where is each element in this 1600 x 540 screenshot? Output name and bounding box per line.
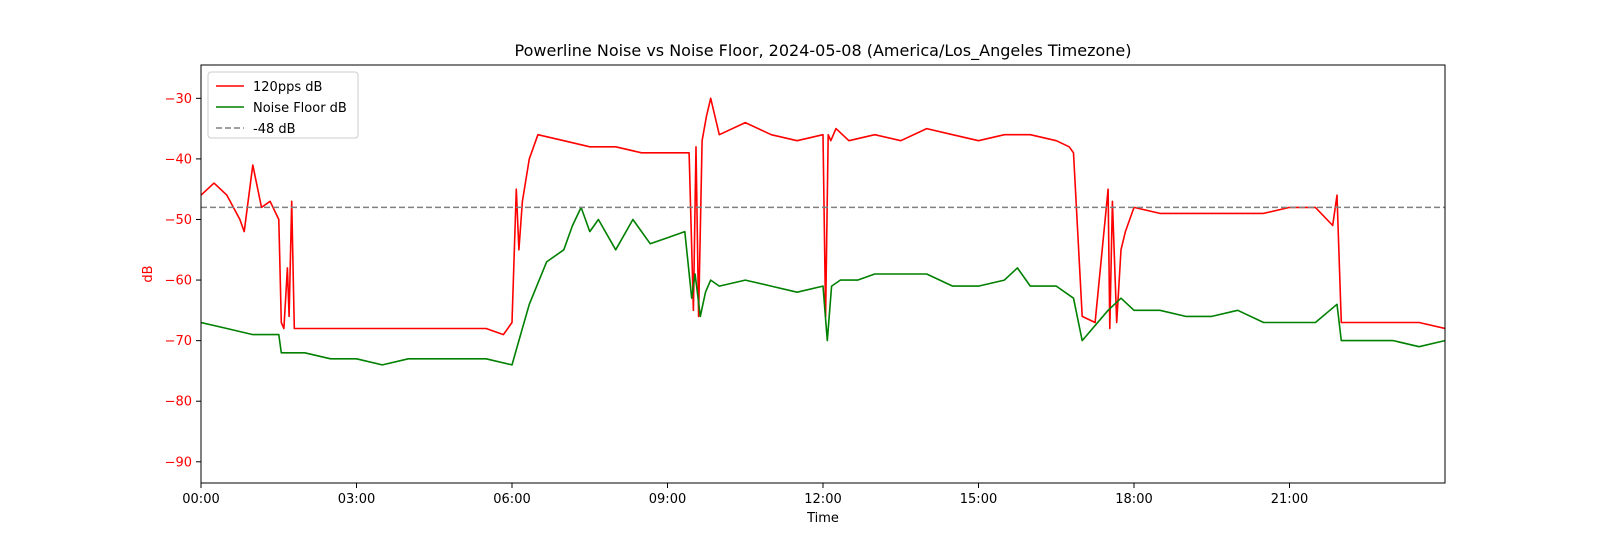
legend: 120pps dB Noise Floor dB -48 dB [207,71,359,139]
legend-entry: 120pps dB [253,80,322,95]
x-tick-label: 12:00 [804,492,841,507]
y-tick-label: −60 [165,274,192,289]
x-tick-label: 00:00 [182,492,219,507]
x-axis: 00:00 03:00 06:00 09:00 12:00 15:00 18:00 21:00 [182,483,1308,507]
series-group [201,97,1445,366]
x-tick-label: 18:00 [1115,492,1152,507]
x-tick-label: 03:00 [338,492,375,507]
chart-title: Powerline Noise vs Noise Floor, 2024-05-… [515,41,1132,61]
y-tick-label: −90 [165,455,192,470]
y-axis: −30 −40 −50 −60 −70 −80 −90 [165,92,201,470]
y-tick-label: −80 [165,395,192,410]
x-tick-label: 15:00 [960,492,997,507]
legend-entry: Noise Floor dB [253,101,347,116]
legend-entry: -48 dB [253,122,296,137]
y-tick-label: −70 [165,334,192,349]
x-tick-label: 21:00 [1271,492,1308,507]
y-tick-label: −50 [165,213,192,228]
x-axis-label: Time [806,511,839,526]
y-tick-label: −40 [165,152,192,167]
series-line-1 [201,97,1445,336]
y-axis-label: dB [141,265,156,282]
x-tick-label: 06:00 [493,492,530,507]
y-tick-label: −30 [165,92,192,107]
series-line-2 [201,206,1445,366]
legend-box [207,71,359,139]
x-tick-label: 09:00 [649,492,686,507]
